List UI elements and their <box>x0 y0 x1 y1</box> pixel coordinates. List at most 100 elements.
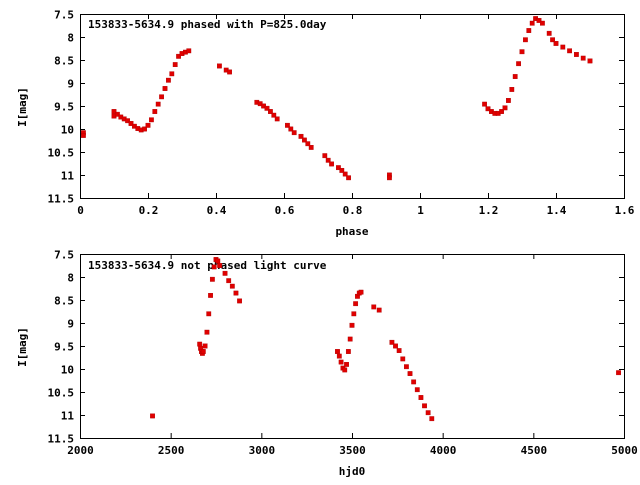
phased-data-point <box>172 62 178 68</box>
light-curve-data-point <box>425 410 431 416</box>
light-curve-data-point <box>345 349 351 354</box>
phased-x-tick-label: 1.2 <box>479 204 499 217</box>
light-curve-y-tick-label: 7.5 <box>54 249 74 262</box>
phased-y-tick-label: 10.5 <box>48 147 75 160</box>
phased-data-point <box>271 112 277 118</box>
phased-data-point <box>169 71 175 77</box>
phased-data-point <box>165 77 171 83</box>
phased-y-tick-label: 10 <box>61 124 74 137</box>
light-curve-data-point <box>389 339 395 345</box>
light-curve-data-point <box>347 336 353 342</box>
phased-data-point <box>176 53 181 59</box>
light-curve-data-point <box>616 370 621 376</box>
phased-data-point <box>506 98 511 103</box>
light-curve-data-point <box>418 395 424 400</box>
light-curve-y-tick-label: 8 <box>67 272 74 285</box>
light-curve-chart-title: 153833-5634.9 not phased light curve <box>88 259 327 272</box>
phased-y-tick-label: 9.5 <box>54 101 74 114</box>
phased-plot-frame <box>80 14 625 199</box>
light-curve-x-tick-label: 3500 <box>339 444 366 457</box>
light-curve-y-tick-label: 9.5 <box>54 341 74 354</box>
light-curve-data-point <box>226 278 232 284</box>
light-curve-data-point <box>358 289 364 295</box>
phased-x-tick-label: 0.6 <box>275 204 295 217</box>
light-curve-data-point <box>351 311 357 317</box>
phased-data-point <box>567 48 573 54</box>
phased-data-point <box>339 167 345 173</box>
phased-data-point <box>536 18 542 23</box>
phased-data-point <box>264 105 270 111</box>
phased-data-point <box>519 49 525 55</box>
light-curve-data-point <box>217 263 223 268</box>
phased-x-tick-label: 0.2 <box>139 204 159 217</box>
phased-data-point <box>302 137 307 143</box>
phased-data-point <box>285 122 290 128</box>
light-curve-y-axis-label: I[mag] <box>16 327 29 367</box>
light-curve-panel: 153833-5634.9 not phased light curve hjd… <box>16 249 638 479</box>
light-curve-y-tick-label: 10 <box>61 364 74 377</box>
light-curve-x-tick-label: 5000 <box>611 444 638 457</box>
phased-data-point <box>145 122 151 128</box>
phased-data-point <box>580 55 586 61</box>
phased-x-tick-label: 1.4 <box>547 204 567 217</box>
phased-data-point <box>546 30 552 36</box>
light-curve-data-point <box>376 307 382 313</box>
light-curve-data-point <box>396 348 402 353</box>
phased-data-point <box>186 48 192 54</box>
light-curve-data-point <box>342 367 348 373</box>
phased-data-point <box>148 117 154 123</box>
light-curve-data-point <box>371 304 377 310</box>
phased-x-tick-label: 0.8 <box>343 204 363 217</box>
light-curve-y-tick-label: 8.5 <box>54 295 74 308</box>
light-curve-data-point <box>336 353 342 359</box>
phased-data-point <box>485 106 491 112</box>
light-curve-data-point <box>204 329 210 335</box>
phased-data-point <box>114 111 120 117</box>
light-curve-y-tick-label: 11.5 <box>48 433 75 446</box>
phased-data-point <box>342 171 348 177</box>
phased-data-point <box>336 165 341 171</box>
phased-data-point <box>526 28 532 33</box>
phased-y-axis-label: I[mag] <box>16 87 29 127</box>
light-curve-data-point <box>209 276 215 282</box>
light-curve-axis-ticks: 2000 2500 3000 3500 4000 4500 5000 7.5 8 8.5 9 9.5 1… <box>48 249 638 458</box>
phased-data-point <box>125 118 131 124</box>
phased-data-point <box>587 58 593 64</box>
phased-data-point <box>346 175 351 181</box>
phased-data-point <box>502 105 508 111</box>
phased-data-point <box>516 61 522 67</box>
phased-data-point <box>155 101 161 107</box>
light-curve-data-point <box>344 362 349 367</box>
light-curve-data-point <box>335 349 340 354</box>
light-curve-data-point <box>400 356 406 362</box>
phased-x-tick-label: 1 <box>417 204 424 217</box>
phased-data-point <box>512 74 518 79</box>
phased-data-point <box>308 144 314 150</box>
phased-data-point <box>387 175 392 181</box>
light-curve-data-point <box>200 349 206 354</box>
light-curve-data-series <box>150 257 621 422</box>
light-curve-data-point <box>233 290 239 296</box>
light-curve-plot-frame <box>80 254 625 439</box>
phased-data-point <box>80 133 86 138</box>
phased-data-point <box>482 101 487 107</box>
light-curve-x-tick-label: 4500 <box>521 444 548 457</box>
phased-data-point <box>162 86 168 91</box>
phased-data-point <box>322 153 328 159</box>
phased-data-point <box>329 161 334 167</box>
light-curve-data-point <box>229 283 235 289</box>
phased-y-tick-label: 8 <box>67 32 74 45</box>
light-curve-x-tick-label: 3000 <box>249 444 276 457</box>
phased-y-tick-label: 9 <box>67 78 74 91</box>
light-curve-data-point <box>414 387 420 393</box>
phased-data-point <box>529 20 535 26</box>
phased-data-point <box>142 126 147 132</box>
phased-y-tick-label: 11.5 <box>48 193 75 206</box>
light-curve-data-point <box>211 264 217 270</box>
phased-data-point <box>560 44 566 50</box>
phased-x-axis-label: phase <box>335 225 368 238</box>
light-curve-data-point <box>422 403 427 409</box>
light-curve-data-point <box>197 341 203 347</box>
phased-data-point <box>159 94 164 100</box>
